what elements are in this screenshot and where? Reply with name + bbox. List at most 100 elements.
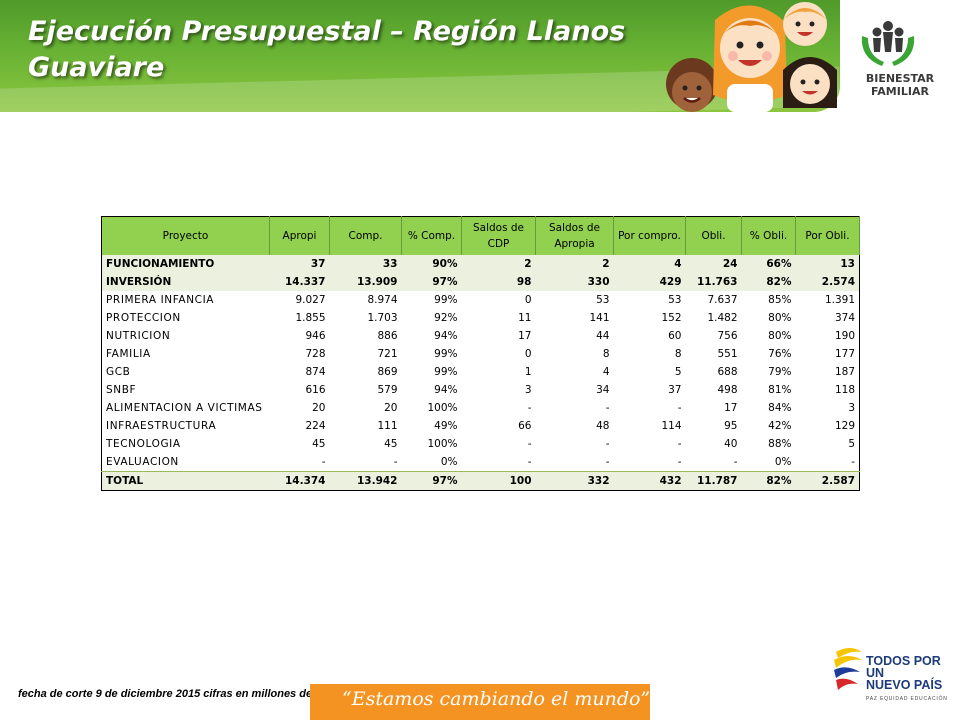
- value-cell: 1: [524, 366, 532, 378]
- value-cell: 579: [377, 384, 398, 396]
- value-cell: 88%: [768, 438, 792, 450]
- table-row: TECNOLOGIA 45 45 100% - - - 40 88% 5: [102, 435, 860, 453]
- value-cell: 224: [305, 420, 326, 432]
- value-cell: 76%: [768, 348, 792, 360]
- value-cell: 8: [674, 348, 682, 360]
- logo-panel: [840, 0, 960, 112]
- value-cell: 721: [377, 348, 398, 360]
- value-cell: 374: [834, 312, 855, 324]
- value-cell: 84%: [768, 402, 792, 414]
- value-cell: 100%: [427, 402, 458, 414]
- value-cell: 118: [834, 384, 855, 396]
- project-name-cell: PRIMERA INFANCIA: [106, 294, 215, 306]
- project-name-cell: EVALUACION: [106, 456, 179, 468]
- value-cell: 37: [668, 384, 682, 396]
- value-cell: 9.027: [295, 294, 326, 306]
- value-cell: 756: [717, 330, 738, 342]
- value-cell: 14.337: [269, 273, 330, 291]
- project-name-cell: FAMILIA: [106, 348, 151, 360]
- value-cell: 33: [329, 255, 402, 273]
- column-header: % Obli.: [741, 216, 796, 255]
- value-cell: 11.787: [685, 471, 742, 491]
- value-cell: 8: [602, 348, 610, 360]
- value-cell: 874: [305, 366, 326, 378]
- value-cell: -: [851, 456, 855, 468]
- table-row: GCB 874 869 99% 1 4 5 688 79% 187: [102, 363, 860, 381]
- column-header: Saldos de CDP: [461, 216, 536, 255]
- value-cell: 688: [717, 366, 738, 378]
- value-cell: 99%: [434, 366, 458, 378]
- project-name-cell: FUNCIONAMIENTO: [101, 255, 270, 273]
- value-cell: 0: [524, 348, 532, 360]
- value-cell: 82%: [741, 273, 796, 291]
- gov-slogan-subtitle: PAZ EQUIDAD EDUCACIÓN: [866, 696, 948, 702]
- value-cell: 100: [461, 471, 536, 491]
- gov-slogan-line-1: TODOS POR UN: [866, 654, 941, 680]
- value-cell: 190: [834, 330, 855, 342]
- table-row: FAMILIA 728 721 99% 0 8 8 551 76% 177: [102, 345, 860, 363]
- value-cell: 99%: [434, 294, 458, 306]
- value-cell: 14.374: [269, 471, 330, 491]
- gov-slogan-logo: TODOS POR UN NUEVO PAÍS PAZ EQUIDAD EDUC…: [866, 655, 960, 705]
- column-header: Proyecto: [101, 216, 270, 255]
- column-header: Saldos de Apropia: [535, 216, 614, 255]
- value-cell: 3: [848, 402, 855, 414]
- column-header: Comp.: [329, 216, 402, 255]
- value-cell: -: [527, 438, 532, 450]
- value-cell: 95: [724, 420, 738, 432]
- value-cell: 141: [589, 312, 610, 324]
- value-cell: 99%: [434, 348, 458, 360]
- project-name-cell: SNBF: [106, 384, 137, 396]
- table-row: SNBF 616 579 94% 3 34 37 498 81% 118: [102, 381, 860, 399]
- cutoff-date-note: fecha de corte 9 de diciembre 2015 cifra…: [18, 688, 322, 700]
- value-cell: 13.942: [329, 471, 402, 491]
- value-cell: -: [393, 456, 398, 468]
- value-cell: 94%: [434, 384, 458, 396]
- value-cell: -: [527, 456, 532, 468]
- value-cell: 53: [668, 294, 682, 306]
- value-cell: 177: [834, 348, 855, 360]
- value-cell: 187: [834, 366, 855, 378]
- value-cell: -: [527, 402, 532, 414]
- value-cell: 42%: [768, 420, 792, 432]
- column-header: Obli.: [685, 216, 742, 255]
- project-name-cell: TECNOLOGIA: [106, 438, 181, 450]
- project-name-cell: TOTAL: [101, 471, 270, 491]
- value-cell: 498: [717, 384, 738, 396]
- value-cell: 4: [602, 366, 610, 378]
- table-row: INFRAESTRUCTURA 224 111 49% 66 48 114 95 42% 129: [102, 417, 860, 435]
- value-cell: 100%: [427, 438, 458, 450]
- value-cell: 432: [613, 471, 686, 491]
- value-cell: 94%: [434, 330, 458, 342]
- value-cell: 2: [535, 255, 614, 273]
- value-cell: 946: [305, 330, 326, 342]
- value-cell: 48: [596, 420, 610, 432]
- value-cell: 5: [674, 366, 682, 378]
- value-cell: 13: [795, 255, 860, 273]
- table-row: NUTRICION 946 886 94% 17 44 60 756 80% 190: [102, 327, 860, 345]
- value-cell: 1.482: [707, 312, 738, 324]
- value-cell: 152: [661, 312, 682, 324]
- value-cell: 20: [312, 402, 326, 414]
- value-cell: 24: [685, 255, 742, 273]
- value-cell: 886: [377, 330, 398, 342]
- table-row: EVALUACION - - 0% - - - - 0% -: [102, 453, 860, 472]
- value-cell: 80%: [768, 330, 792, 342]
- value-cell: 728: [305, 348, 326, 360]
- project-name-cell: INFRAESTRUCTURA: [106, 420, 217, 432]
- value-cell: 2.574: [795, 273, 860, 291]
- project-name-cell: PROTECCION: [106, 312, 181, 324]
- value-cell: 4: [613, 255, 686, 273]
- value-cell: 66%: [741, 255, 796, 273]
- value-cell: 92%: [434, 312, 458, 324]
- page-title: Ejecución Presupuestal – Región Llanos G…: [28, 16, 626, 83]
- value-cell: -: [733, 456, 738, 468]
- value-cell: 1.703: [367, 312, 398, 324]
- slogan-text: “Estamos cambiando el mundo”: [342, 688, 651, 710]
- value-cell: 60: [668, 330, 682, 342]
- children-illustration: [666, 2, 837, 112]
- value-cell: 45: [384, 438, 398, 450]
- value-cell: 332: [535, 471, 614, 491]
- table-row: FUNCIONAMIENTO 37 33 90% 2 2 4 24 66% 13: [101, 255, 860, 273]
- value-cell: 97%: [401, 273, 462, 291]
